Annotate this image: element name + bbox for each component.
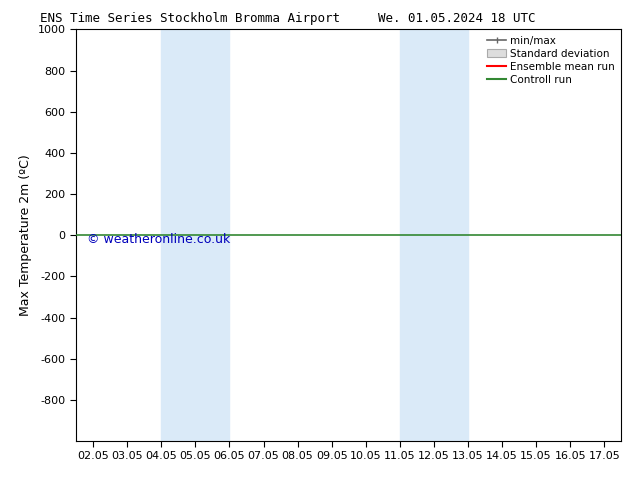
Title: ENS Time Series Stockholm Bromma Airport      We. 01.05.2024 18 UTC: ENS Time Series Stockholm Bromma Airport… (0, 489, 1, 490)
Text: © weatheronline.co.uk: © weatheronline.co.uk (87, 233, 230, 246)
Text: We. 01.05.2024 18 UTC: We. 01.05.2024 18 UTC (378, 12, 535, 25)
Text: ENS Time Series Stockholm Bromma Airport: ENS Time Series Stockholm Bromma Airport (40, 12, 340, 25)
Legend: min/max, Standard deviation, Ensemble mean run, Controll run: min/max, Standard deviation, Ensemble me… (483, 31, 619, 89)
Y-axis label: Max Temperature 2m (ºC): Max Temperature 2m (ºC) (19, 154, 32, 316)
Bar (400, 29, 468, 441)
Bar (161, 29, 230, 441)
